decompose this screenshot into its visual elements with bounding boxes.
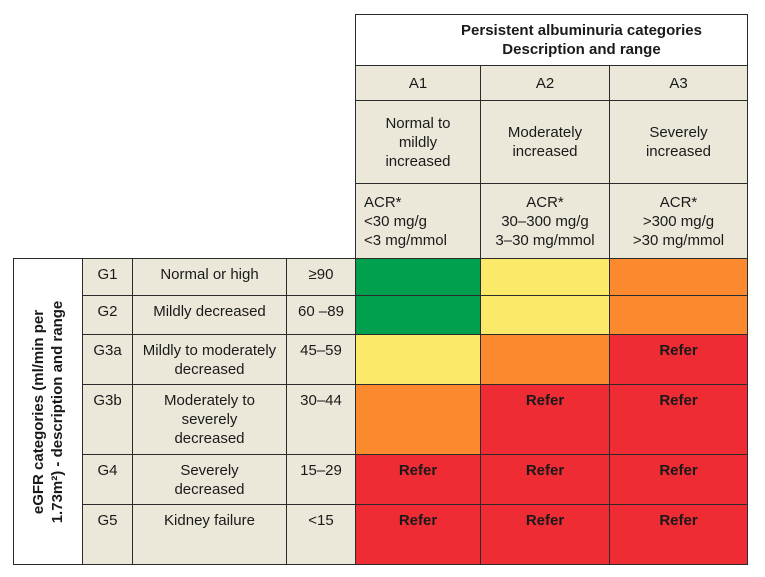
row-desc-g3a: Mildly to moderately decreased (132, 334, 287, 385)
egfr-side-label-text: eGFR categories (ml/min per 1.73m²) - de… (30, 300, 66, 523)
row-desc-g2: Mildly decreased (132, 295, 287, 335)
grade-description: Severely decreased (174, 462, 245, 498)
risk-cell-g1-a1 (355, 258, 481, 296)
row-grade-g4: G4 (82, 454, 133, 505)
row-grade-g2: G2 (82, 295, 133, 335)
risk-cell-g2-a2 (480, 295, 610, 335)
row-range-g4: 15–29 (286, 454, 356, 505)
grade-code: G3a (93, 342, 122, 359)
row-desc-g5: Kidney failure (132, 504, 287, 565)
col-desc-a3: Severely increased (609, 100, 748, 184)
risk-cell-label: Refer (659, 462, 698, 479)
col-desc-a1: Normal to mildly increased (355, 100, 481, 184)
risk-cell-g4-a2: Refer (480, 454, 610, 505)
risk-cell-g2-a3 (609, 295, 748, 335)
row-range-g3b: 30–44 (286, 384, 356, 455)
row-range-g3a: 45–59 (286, 334, 356, 385)
col-code-a2: A2 (480, 65, 610, 101)
grade-range: 45–59 (300, 342, 342, 359)
row-range-g2: 60 –89 (286, 295, 356, 335)
risk-cell-g5-a3: Refer (609, 504, 748, 565)
grade-code: G4 (97, 462, 118, 479)
risk-cell-g2-a1 (355, 295, 481, 335)
risk-cell-label: Refer (525, 512, 565, 529)
grade-range: 15–29 (300, 462, 342, 479)
grade-code: G5 (97, 512, 118, 529)
risk-cell-label: Refer (659, 392, 698, 409)
risk-cell-label: Refer (659, 342, 698, 359)
risk-cell-label: Refer (525, 462, 565, 479)
grade-description: Mildly decreased (153, 303, 266, 320)
risk-cell-g4-a3: Refer (609, 454, 748, 505)
albuminuria-header-title: Persistent albuminuria categories Descri… (355, 14, 748, 66)
risk-cell-g5-a2: Refer (480, 504, 610, 565)
albuminuria-title-text: Persistent albuminuria categories Descri… (461, 22, 702, 58)
grade-description: Normal or high (160, 266, 259, 283)
grade-description: Moderately to severely decreased (164, 392, 255, 447)
row-grade-g3a: G3a (82, 334, 133, 385)
row-grade-g5: G5 (82, 504, 133, 565)
row-grade-g3b: G3b (82, 384, 133, 455)
col-desc-a2: Moderately increased (480, 100, 610, 184)
risk-cell-g3b-a1 (355, 384, 481, 455)
grade-range: 30–44 (300, 392, 342, 409)
egfr-side-label: eGFR categories (ml/min per 1.73m²) - de… (13, 258, 83, 565)
grade-code: G2 (97, 303, 118, 320)
risk-cell-g4-a1: Refer (355, 454, 481, 505)
risk-cell-g3a-a2 (480, 334, 610, 385)
risk-cell-label: Refer (398, 462, 438, 479)
risk-cell-label: Refer (525, 392, 565, 409)
row-desc-g4: Severely decreased (132, 454, 287, 505)
grade-range: ≥90 (308, 266, 334, 283)
risk-cell-g3b-a3: Refer (609, 384, 748, 455)
risk-cell-g3b-a2: Refer (480, 384, 610, 455)
col-code-a1: A1 (355, 65, 481, 101)
risk-cell-g1-a3 (609, 258, 748, 296)
grade-code: G3b (93, 392, 122, 409)
grade-code: G1 (97, 266, 118, 283)
row-desc-g1: Normal or high (132, 258, 287, 296)
col-range-a1: ACR* <30 mg/g <3 mg/mmol (355, 183, 481, 259)
grade-range: <15 (308, 512, 334, 529)
col-code-a3: A3 (609, 65, 748, 101)
row-grade-g1: G1 (82, 258, 133, 296)
risk-cell-g3a-a1 (355, 334, 481, 385)
risk-cell-g3a-a3: Refer (609, 334, 748, 385)
row-range-g5: <15 (286, 504, 356, 565)
col-range-a2: ACR* 30–300 mg/g 3–30 mg/mmol (480, 183, 610, 259)
grade-range: 60 –89 (298, 303, 344, 320)
row-desc-g3b: Moderately to severely decreased (132, 384, 287, 455)
risk-cell-label: Refer (659, 512, 698, 529)
risk-cell-g1-a2 (480, 258, 610, 296)
grade-description: Mildly to moderately decreased (142, 342, 277, 378)
risk-cell-label: Refer (398, 512, 438, 529)
risk-cell-g5-a1: Refer (355, 504, 481, 565)
grade-description: Kidney failure (164, 512, 255, 529)
row-range-g1: ≥90 (286, 258, 356, 296)
col-range-a3: ACR* >300 mg/g >30 mg/mmol (609, 183, 748, 259)
